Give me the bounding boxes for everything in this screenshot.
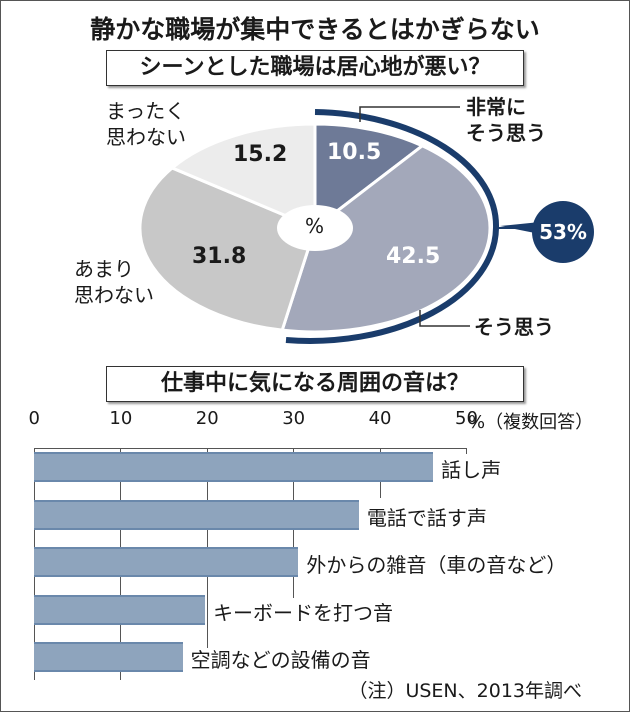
axis-tick-label: 40 xyxy=(368,408,392,429)
bar-label: 外からの雑音（車の音など） xyxy=(306,553,567,577)
slice-value-very-agree: 10.5 xyxy=(327,140,382,165)
bar-heading: 仕事中に気になる周囲の音は？ xyxy=(106,366,524,402)
bar-label: 話し声 xyxy=(441,458,502,482)
slice-value-disagree-somewhat: 31.8 xyxy=(192,244,247,269)
slice-value-disagree-strongly: 15.2 xyxy=(233,142,288,167)
highlight-arc xyxy=(285,109,500,344)
slice-value-agree: 42.5 xyxy=(386,244,441,269)
label-agree: そう思う xyxy=(474,315,554,339)
axis-tick-label: 50 xyxy=(455,408,478,429)
label-disagree-strongly: まったく 思わない xyxy=(106,99,186,149)
axis-line xyxy=(34,448,466,449)
pie-heading: シーンとした職場は居心地が悪い？ xyxy=(106,50,524,86)
pie-slice xyxy=(280,144,492,334)
bar-label: 電話で話す声 xyxy=(366,505,487,530)
source-note: （注）USEN、2013年調べ xyxy=(348,680,582,702)
label-very-agree: 非常に そう思う xyxy=(466,95,546,145)
pie-slice xyxy=(169,122,317,231)
pie-slice xyxy=(138,166,317,332)
total-badge: 53% xyxy=(532,201,594,263)
bar xyxy=(34,452,434,482)
bar xyxy=(34,642,183,672)
axis-tick-label: 20 xyxy=(195,408,219,429)
label-disagree-somewhat: あまり 思わない xyxy=(74,257,154,307)
bar-label: 空調などの設備の音 xyxy=(190,648,371,672)
gridline xyxy=(466,448,467,454)
bar-label: キーボードを打つ音 xyxy=(213,600,394,625)
bar xyxy=(34,547,299,577)
axis-tick-label: 10 xyxy=(109,408,133,429)
axis-tick-label: 0 xyxy=(28,408,40,429)
center-percent-label: % xyxy=(305,214,325,238)
pie-slice xyxy=(313,122,426,232)
bar xyxy=(34,594,206,625)
axis-tick-label: 30 xyxy=(282,408,306,429)
page-title: 静かな職場が集中できるとはかぎらない xyxy=(90,15,540,44)
axis-unit-label: %（複数回答） xyxy=(468,412,594,433)
bar xyxy=(34,499,359,530)
